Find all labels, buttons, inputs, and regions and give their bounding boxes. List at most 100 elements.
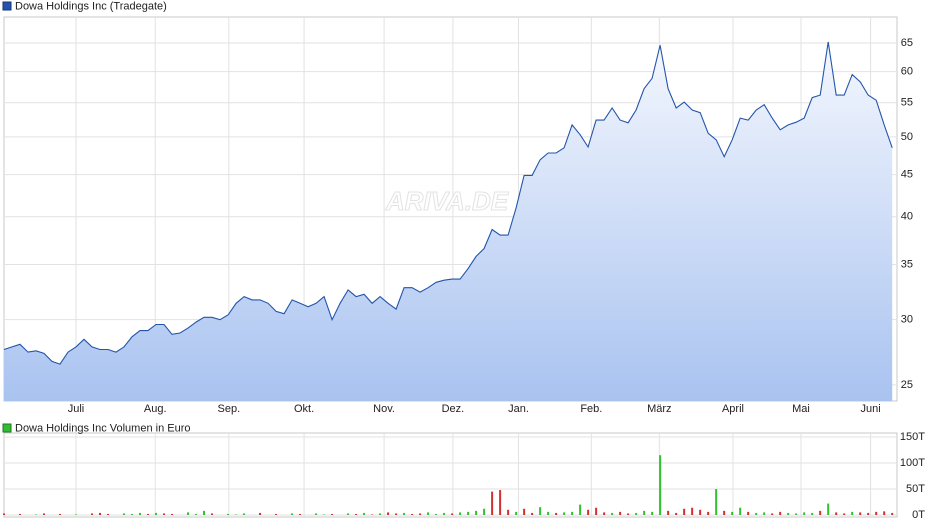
watermark: ARIVA.DE	[385, 186, 509, 216]
volume-bar	[91, 513, 94, 515]
y-tick-label: 45	[901, 168, 913, 180]
y-tick-label: 65	[901, 37, 913, 49]
x-tick-label: Aug.	[144, 403, 167, 415]
volume-bar	[515, 511, 518, 515]
volume-bar	[523, 508, 526, 515]
volume-bar	[43, 513, 46, 515]
volume-bar	[707, 511, 710, 515]
volume-bar	[891, 512, 894, 515]
y-tick-label: 40	[901, 211, 913, 223]
volume-bar	[715, 489, 718, 515]
volume-bar	[323, 514, 326, 515]
x-tick-label: Mai	[792, 403, 810, 415]
volume-bar	[235, 514, 238, 515]
volume-bar	[619, 511, 622, 515]
volume-bar	[571, 511, 574, 515]
volume-bar	[507, 509, 510, 515]
volume-bar	[867, 512, 870, 515]
x-tick-label: Feb.	[580, 403, 602, 415]
volume-bar	[355, 513, 358, 515]
volume-bar	[811, 512, 814, 515]
volume-bar	[483, 508, 486, 515]
volume-bar	[851, 511, 854, 515]
volume-bar	[539, 507, 542, 515]
volume-bar	[299, 513, 302, 515]
volume-bar	[371, 514, 374, 515]
volume-panel: 0T 50T 100T 150T	[3, 431, 925, 521]
volume-bar	[275, 513, 278, 515]
volume-bar	[443, 512, 446, 515]
volume-bar	[875, 511, 878, 515]
volume-bar	[675, 512, 678, 515]
volume-bar	[635, 512, 638, 515]
volume-bar	[699, 509, 702, 515]
volume-bar	[139, 512, 142, 515]
volume-bar	[587, 509, 590, 515]
y-tick-label: 35	[901, 258, 913, 270]
x-tick-label: Sep.	[218, 403, 241, 415]
volume-bar	[107, 513, 110, 515]
volume-bar	[611, 512, 614, 515]
volume-bar	[667, 510, 670, 515]
volume-bar	[403, 512, 406, 515]
volume-bar	[691, 507, 694, 515]
x-tick-label: Jan.	[508, 403, 529, 415]
volume-bar	[435, 513, 438, 515]
y-tick-label: 50T	[906, 483, 925, 495]
area-fill	[4, 41, 893, 402]
volume-bar	[819, 510, 822, 515]
volume-bar	[451, 513, 454, 515]
volume-bar	[211, 513, 214, 515]
volume-bar	[651, 511, 654, 515]
volume-bar	[755, 512, 758, 515]
volume-bar	[723, 510, 726, 515]
volume-bar	[419, 513, 422, 515]
y-tick-label: 55	[901, 97, 913, 109]
volume-bar	[147, 513, 150, 515]
volume-bar	[331, 513, 334, 515]
volume-bar	[883, 511, 886, 515]
volume-bar	[427, 512, 430, 515]
volume-bar	[787, 512, 790, 515]
volume-bar	[835, 512, 838, 515]
volume-frame	[3, 432, 898, 518]
x-tick-label: Juni	[861, 403, 881, 415]
x-tick-label: März	[647, 403, 671, 415]
y-tick-label: 150T	[900, 431, 925, 443]
volume-bar	[59, 513, 62, 515]
volume-bar	[123, 513, 126, 515]
volume-bar	[347, 513, 350, 515]
volume-bar	[627, 513, 630, 515]
volume-bar	[843, 513, 846, 515]
volume-bar	[363, 512, 366, 515]
legend-swatch	[2, 1, 12, 11]
volume-bar	[795, 513, 798, 515]
volume-bar	[659, 455, 662, 515]
volume-bar	[579, 504, 582, 515]
volume-bar	[771, 513, 774, 515]
volume-bar	[75, 514, 78, 515]
x-tick-label: Nov.	[373, 403, 395, 415]
volume-bar	[3, 513, 5, 515]
y-tick-label: 30	[901, 314, 913, 326]
y-tick-label: 60	[901, 66, 913, 78]
y-tick-label: 0T	[912, 509, 925, 521]
volume-bar	[203, 510, 206, 515]
volume-bar	[227, 513, 230, 515]
volume-bar	[731, 511, 734, 515]
volume-bar	[859, 512, 862, 515]
volume-bar	[131, 513, 134, 515]
volume-bar	[243, 513, 246, 515]
volume-bar	[315, 513, 318, 515]
volume-bar	[187, 512, 190, 515]
volume-bar	[459, 512, 462, 515]
volume-bar	[747, 511, 750, 515]
volume-bar	[475, 510, 478, 515]
volume-bar	[195, 513, 198, 515]
volume-bar	[155, 512, 158, 515]
x-tick-label: Juli	[68, 403, 85, 415]
volume-bar	[499, 490, 502, 515]
volume-bar	[99, 512, 102, 515]
volume-bar	[739, 507, 742, 515]
